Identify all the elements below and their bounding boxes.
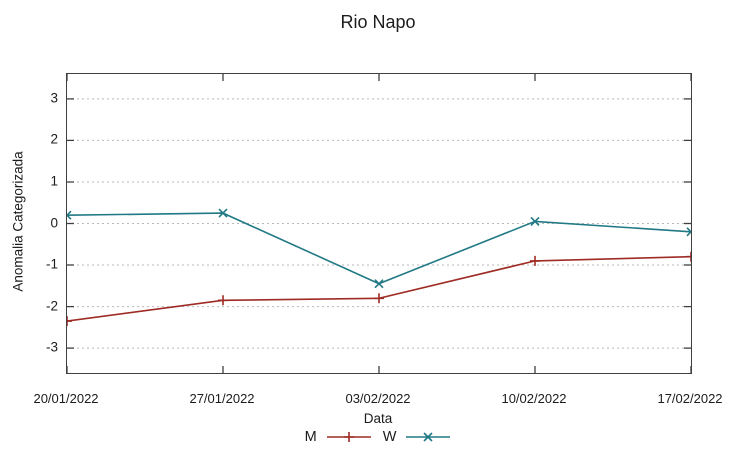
plot-canvas <box>67 74 691 373</box>
legend-label: W <box>382 429 397 445</box>
legend-item-W: W <box>383 429 452 445</box>
x-axis-title: Data <box>363 411 393 426</box>
legend-label: M <box>304 429 317 445</box>
chart-title: Rio Napo <box>340 12 416 32</box>
x-tick-label: 03/02/2022 <box>345 391 411 406</box>
y-tick-label: 3 <box>50 90 58 106</box>
x-tick-label: 17/02/2022 <box>657 391 723 406</box>
y-tick-label: 0 <box>50 215 58 230</box>
x-tick-label: 10/02/2022 <box>501 391 567 406</box>
y-tick-label: 2 <box>50 131 58 147</box>
legend-sample-cross-icon <box>405 430 451 444</box>
legend-item-M: M <box>305 429 372 445</box>
y-tick-label: -1 <box>45 256 58 272</box>
x-tick-label: 27/01/2022 <box>189 391 255 406</box>
y-tick-label: 1 <box>50 173 58 189</box>
y-tick-label: -2 <box>45 298 58 314</box>
y-tick-label: -3 <box>45 339 58 355</box>
legend-sample-plus-icon <box>326 430 372 444</box>
x-tick-label: 20/01/2022 <box>33 391 99 406</box>
plot-area <box>66 73 692 374</box>
